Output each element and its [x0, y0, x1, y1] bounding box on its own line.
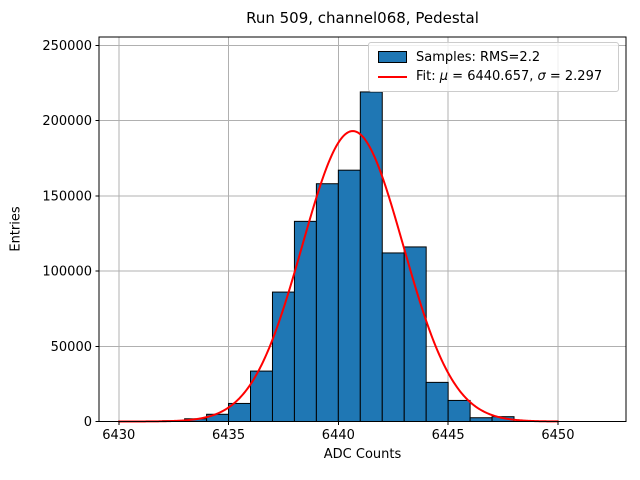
x-axis-label: ADC Counts [323, 447, 402, 462]
mu-symbol: μ [439, 69, 449, 85]
histogram-bar [469, 417, 493, 422]
fit-label-sigma-value: = 2.297 [545, 69, 603, 85]
histogram-bar [337, 169, 361, 422]
x-tick-label: 6440 [322, 428, 355, 443]
legend-entry-samples: Samples: RMS=2.2 [378, 50, 609, 65]
y-tick-label: 100000 [42, 265, 92, 280]
legend-label-fit: Fit: μ = 6440.657, σ = 2.297 [416, 69, 602, 84]
legend-label-samples: Samples: RMS=2.2 [416, 49, 541, 65]
histogram-bar [403, 246, 427, 422]
y-tick-label: 200000 [42, 114, 92, 129]
histogram-bar [315, 183, 339, 422]
histogram-bar [381, 252, 405, 422]
fit-label-mu-value: = 6440.657, [448, 69, 538, 85]
legend: Samples: RMS=2.2 Fit: μ = 6440.657, σ = … [368, 42, 619, 92]
x-tick-label: 6445 [432, 428, 465, 443]
y-tick-label: 0 [84, 415, 92, 430]
fit-line-swatch [378, 75, 407, 78]
y-tick-label: 50000 [51, 340, 92, 355]
fit-label-prefix: Fit: [416, 69, 440, 85]
sigma-symbol: σ [537, 69, 546, 85]
x-tick-label: 6450 [541, 428, 574, 443]
y-tick-label: 250000 [42, 39, 92, 54]
histogram-swatch [378, 51, 407, 64]
x-tick-label: 6430 [102, 428, 135, 443]
histogram-bar [293, 220, 317, 422]
fit-curve [117, 130, 559, 423]
plot-frame [98, 36, 627, 422]
legend-entry-fit: Fit: μ = 6440.657, σ = 2.297 [378, 69, 609, 84]
histogram-bar [447, 399, 471, 422]
y-tick-label: 150000 [42, 189, 92, 204]
chart-title: Run 509, channel068, Pedestal [246, 9, 479, 27]
x-tick-label: 6435 [212, 428, 245, 443]
histogram-bar [359, 91, 383, 423]
histogram-bar [425, 381, 449, 422]
